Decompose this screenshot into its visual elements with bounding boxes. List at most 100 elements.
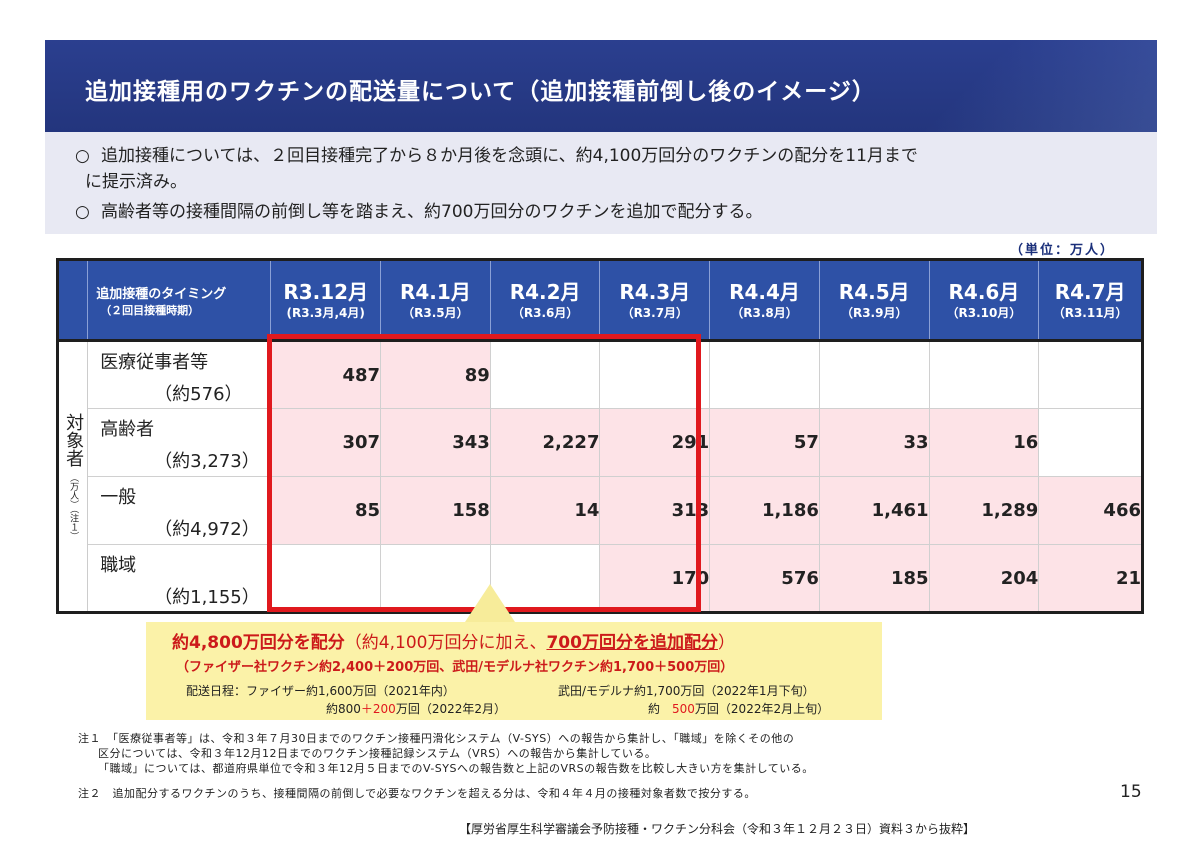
row-total: （約1,155） <box>154 587 260 608</box>
col-header-sub: （R3.7月） <box>621 306 689 320</box>
table-cell <box>928 339 1040 409</box>
table-cell: 14 <box>489 476 601 545</box>
note-1-line3: 「職域」については、都道府県単位で令和３年12月５日までのV-SYSへの報告数と… <box>98 762 814 775</box>
schedule-moderna-2-pre: 約 <box>648 702 673 716</box>
row-category: 医療従事者等 （約576） <box>87 339 272 409</box>
col-header: R4.3月 （R3.7月） <box>599 259 711 341</box>
col-header-sub: （R3.5月） <box>402 306 469 320</box>
bullet-1: ○ 追加接種については、２回目接種完了から８か月後を念頭に、約4,100万回分のワ… <box>75 144 918 168</box>
bullet-marker: ○ <box>75 146 90 166</box>
table-row: 対象者 （万人）（注１） 医療従事者等 （約576） 487 89 <box>57 339 1143 613</box>
row-total: （約3,273） <box>154 451 260 472</box>
table-cell <box>818 339 930 409</box>
col-header: R3.12月 (R3.3月,4月) <box>270 259 382 341</box>
bullet-2-text: 高齢者等の接種間隔の前倒し等を踏まえ、約700万回分のワクチンを追加で配分する。 <box>101 202 763 222</box>
col-header-sub: （R3.8月） <box>731 306 798 320</box>
target-side-label: 対象者 （万人）（注１） <box>57 339 89 613</box>
table-cell: 466 <box>1038 476 1143 545</box>
schedule-pfizer-2-pre: 約800 <box>326 702 361 716</box>
col-header: R4.1月 （R3.5月） <box>380 259 491 341</box>
row-category: 職域 （約1,155） <box>87 544 272 613</box>
title-banner: 追加接種用のワクチンの配送量について（追加接種前倒し後のイメージ） <box>45 40 1157 132</box>
table-cell <box>489 339 601 409</box>
table-cell: 170 <box>599 544 711 613</box>
summary-paren-close: ） <box>717 633 735 653</box>
table-cell: 21 <box>1038 544 1143 613</box>
table-cell: 185 <box>818 544 930 613</box>
schedule-pfizer-2-added: ＋200 <box>360 702 396 716</box>
bullet-2: ○ 高齢者等の接種間隔の前倒し等を踏まえ、約700万回分のワクチンを追加で配分する… <box>75 200 762 224</box>
header-corner <box>56 259 89 341</box>
col-header-label: R4.3月 <box>619 280 691 304</box>
vaccine-distribution-table: 追加接種のタイミング （２回目接種時期） R3.12月 (R3.3月,4月) R4… <box>56 258 1144 614</box>
table-cell: 57 <box>709 408 820 477</box>
bullet-1-line2: に提示済み。 <box>85 172 187 192</box>
summary-additional: 700万回分を追加配分 <box>546 633 718 653</box>
col-header: R4.6月 （R3.10月） <box>928 259 1040 341</box>
table-row: 職域 （約1,155） 170 576 185 204 21 <box>58 544 1143 613</box>
page-number: 15 <box>1120 782 1142 802</box>
table-cell: 313 <box>599 476 711 545</box>
header-timing-label: 追加接種のタイミング <box>96 286 227 302</box>
col-header-label: R4.4月 <box>729 280 800 304</box>
col-header-label: R4.5月 <box>838 280 910 304</box>
table-cell: 291 <box>599 408 711 477</box>
summary-headline: 約4,800万回分を配分（約4,100万回分に加え、700万回分を追加配分） <box>172 628 735 653</box>
table-row: 一般 （約4,972） 85 158 14 313 1,186 1,461 1,2… <box>58 476 1143 545</box>
table-cell <box>1038 339 1143 409</box>
table-cell <box>599 339 711 409</box>
summary-paren-open: （約4,100万回分に加え、 <box>344 633 547 653</box>
col-header-sub: （R3.9月） <box>840 306 908 320</box>
note-1-line1: 注１ 「医療従事者等」は、令和３年７月30日までのワクチン接種円滑化システム（V… <box>78 732 795 745</box>
summary-total: 約4,800万回分を配分 <box>172 633 345 653</box>
summary-bullets: ○ 追加接種については、２回目接種完了から８か月後を念頭に、約4,100万回分のワ… <box>45 132 1157 234</box>
source-citation: 【厚労省厚生科学審議会予防接種・ワクチン分科会（令和３年１２月２３日）資料３から… <box>459 822 976 836</box>
table-cell: 1,461 <box>818 476 930 545</box>
col-header-sub: （R3.10月） <box>946 306 1022 320</box>
row-name: 一般 <box>100 487 137 508</box>
col-header-label: R3.12月 <box>283 280 369 304</box>
bullet-marker: ○ <box>75 202 90 222</box>
row-category: 高齢者 （約3,273） <box>87 408 272 477</box>
table-cell: 16 <box>928 408 1040 477</box>
target-side-label-text: 対象者 <box>63 412 85 467</box>
col-header-label: R4.6月 <box>948 280 1020 304</box>
table-cell <box>270 544 382 613</box>
col-header-label: R4.7月 <box>1054 280 1126 304</box>
page-title: 追加接種用のワクチンの配送量について（追加接種前倒し後のイメージ） <box>85 79 876 105</box>
table-cell: 576 <box>709 544 820 613</box>
schedule-moderna-2-added: 500 <box>672 702 695 716</box>
banner-decoration <box>857 40 1157 132</box>
table-cell: 307 <box>270 408 382 477</box>
col-header-sub: （R3.11月） <box>1052 306 1128 320</box>
note-1-line2: 区分については、令和３年12月12日までのワクチン接種記録システム（VRS）への… <box>98 747 657 760</box>
summary-breakdown: （ファイザー社ワクチン約2,400＋200万回、武田/モデルナ社ワクチン約1,7… <box>176 660 734 675</box>
table-cell <box>709 339 820 409</box>
row-name: 医療従事者等 <box>100 352 209 373</box>
schedule-pfizer-1: 配送日程：ファイザー約1,600万回（2021年内） <box>186 684 455 698</box>
row-total: （約4,972） <box>154 519 260 540</box>
row-category: 一般 （約4,972） <box>87 476 272 545</box>
schedule-moderna-2-post: 万回（2022年2月上旬） <box>694 702 830 716</box>
highlight-box <box>267 334 701 612</box>
schedule-pfizer-2: 約800＋200万回（2022年2月） <box>326 700 506 717</box>
header-timing: 追加接種のタイミング （２回目接種時期） <box>87 259 272 341</box>
table-cell: 1,186 <box>709 476 820 545</box>
col-header: R4.4月 （R3.8月） <box>709 259 820 341</box>
note-2: 注２ 追加配分するワクチンのうち、接種間隔の前倒しで必要なワクチンを超える分は、… <box>78 787 756 800</box>
table-cell: 343 <box>380 408 491 477</box>
row-name: 高齢者 <box>100 419 155 440</box>
col-header: R4.2月 （R3.6月） <box>489 259 601 341</box>
table-cell: 85 <box>270 476 382 545</box>
schedule-moderna-2: 約 500万回（2022年2月上旬） <box>648 700 829 717</box>
bullet-1-text-line1: 追加接種については、２回目接種完了から８か月後を念頭に、約4,100万回分のワク… <box>101 146 918 166</box>
table-cell: 204 <box>928 544 1040 613</box>
table-cell: 2,227 <box>489 408 601 477</box>
table-cell: 33 <box>818 408 930 477</box>
row-total: （約576） <box>154 384 243 405</box>
unit-label: （単位：万人） <box>1010 243 1116 258</box>
table-cell: 1,289 <box>928 476 1040 545</box>
table-row: 高齢者 （約3,273） 307 343 2,227 291 57 33 16 <box>58 408 1143 477</box>
col-header: R4.5月 （R3.9月） <box>818 259 930 341</box>
up-arrow-icon <box>465 584 515 622</box>
